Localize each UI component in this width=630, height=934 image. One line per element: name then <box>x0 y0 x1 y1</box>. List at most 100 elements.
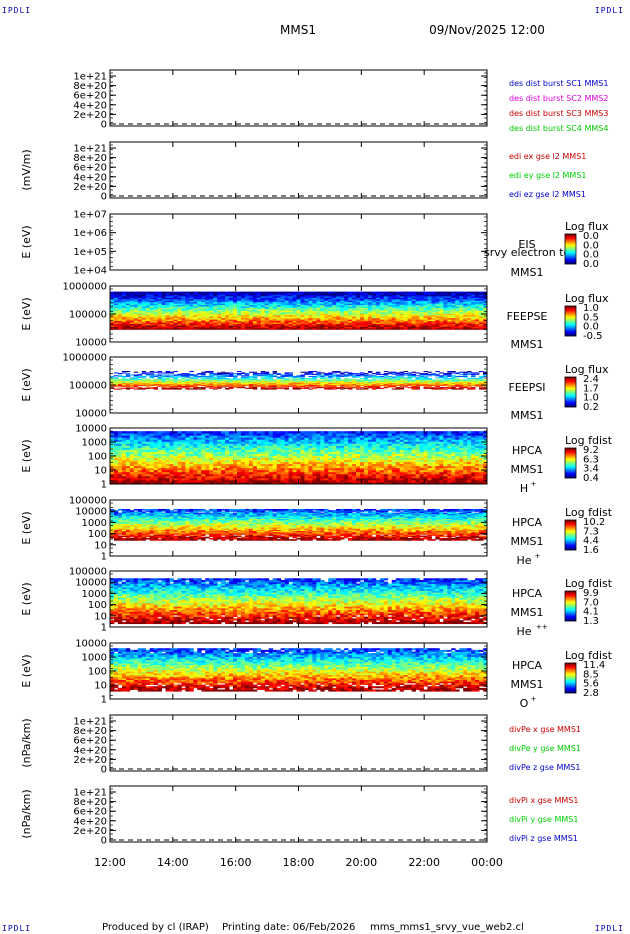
spectrogram-cell <box>113 326 119 329</box>
spectrogram-cell <box>129 374 135 376</box>
spectrogram-cell <box>272 293 278 295</box>
spectrogram-cell <box>165 311 170 314</box>
spectrogram-cell <box>451 311 456 314</box>
spectrogram-cell <box>264 310 270 313</box>
spectrogram-cell <box>304 380 309 382</box>
colorbar-swatch <box>565 393 576 395</box>
spectrogram-cell <box>463 375 468 377</box>
spectrogram-cell <box>300 317 305 320</box>
spectrogram-cell <box>356 294 361 297</box>
spectrogram-cell <box>125 463 131 467</box>
spectrogram-cell <box>221 316 226 319</box>
spectrogram-cell <box>121 431 127 434</box>
spectrogram-cell <box>149 294 155 297</box>
spectrogram-cell <box>157 375 162 377</box>
spectrogram-cell <box>300 378 305 380</box>
spectrogram-cell <box>395 298 401 301</box>
spectrogram-cell <box>403 378 409 380</box>
spectrogram-cell <box>288 303 293 306</box>
spectrogram-cell <box>419 304 424 307</box>
spectrogram-cell <box>213 378 218 380</box>
spectrogram-cell <box>435 303 440 306</box>
spectrogram-cell <box>356 304 361 307</box>
spectrogram-cell <box>439 387 444 389</box>
spectrogram-cell <box>471 380 476 382</box>
spectrogram-cell <box>185 380 190 382</box>
spectrogram-cell <box>248 326 254 329</box>
spectrogram-cell <box>304 319 309 322</box>
spectrogram-cell <box>447 323 452 326</box>
spectrogram-cell <box>157 304 162 307</box>
spectrogram-cell <box>296 386 301 388</box>
spectrogram-cell <box>435 304 440 307</box>
spectrogram-cell <box>407 377 412 379</box>
spectrogram-cell <box>344 382 349 384</box>
spectrogram-cell <box>129 378 135 380</box>
spectrogram-cell <box>129 384 135 386</box>
spectrogram-cell <box>181 383 186 385</box>
spectrogram-cell <box>336 293 341 295</box>
spectrogram-cell <box>260 306 266 308</box>
spectrogram-cell <box>332 387 337 389</box>
spectrogram-cell <box>447 372 452 374</box>
spectrogram-cell <box>483 372 488 374</box>
spectrogram-cell <box>240 304 246 307</box>
spectrogram-cell <box>113 481 119 485</box>
spectrogram-cell <box>328 313 333 316</box>
spectrogram-cell <box>110 322 115 324</box>
spectrogram-cell <box>248 384 254 386</box>
spectrogram-cell <box>403 304 409 307</box>
spectrogram-cell <box>399 371 405 373</box>
colorbar-tick: 0.0 <box>583 259 599 270</box>
spectrogram-cell <box>225 303 230 306</box>
spectrogram-cell <box>209 327 214 330</box>
spectrogram-cell <box>145 384 151 386</box>
spectrogram-cell <box>125 387 131 389</box>
spectrogram-cell <box>375 379 381 381</box>
spectrogram-cell <box>324 310 329 313</box>
spectrogram-cell <box>316 316 321 319</box>
spectrogram-cell <box>415 319 420 322</box>
spectrogram-cell <box>201 325 206 327</box>
spectrogram-cell <box>348 314 353 317</box>
spectrogram-cell <box>320 313 325 316</box>
spectrogram-cell <box>157 309 162 311</box>
spectrogram-cell <box>201 317 206 320</box>
spectrogram-cell <box>324 373 329 375</box>
spectrogram-cell <box>189 383 194 385</box>
spectrogram-cell <box>280 313 286 316</box>
spectrogram-cell <box>316 322 321 324</box>
spectrogram-cell <box>137 325 143 327</box>
spectrogram-cell <box>129 467 135 471</box>
spectrogram-cell <box>153 300 159 303</box>
spectrogram-cell <box>483 325 488 327</box>
spectrogram-cell <box>221 323 226 326</box>
spectrogram-cell <box>161 384 166 386</box>
spectrogram-cell <box>288 297 293 300</box>
spectrogram-cell <box>217 387 222 389</box>
spectrogram-cell <box>205 371 210 373</box>
spectrogram-cell <box>169 380 174 382</box>
colorbar-swatch <box>565 385 576 387</box>
spectrogram-cell <box>268 380 274 382</box>
spectrogram-cell <box>189 319 194 322</box>
spectrogram-cell <box>447 301 452 304</box>
spectrogram-cell <box>169 317 174 320</box>
spectrogram-cell <box>356 309 361 311</box>
spectrogram-cell <box>233 314 238 317</box>
colorbar-swatch <box>565 394 576 396</box>
spectrogram-cell <box>371 325 377 327</box>
spectrogram-cell <box>288 291 293 294</box>
spectrogram-cell <box>169 313 174 316</box>
spectrogram-cell <box>173 297 178 300</box>
spectrogram-cell <box>363 385 369 387</box>
spectrogram-cell <box>213 313 218 316</box>
spectrogram-cell <box>399 300 405 303</box>
spectrogram-cell <box>125 323 131 326</box>
spectrogram-cell <box>292 317 297 320</box>
spectrogram-cell <box>240 385 246 387</box>
spectrogram-cell <box>439 300 444 303</box>
spectrogram-cell <box>201 297 206 300</box>
spectrogram-cell <box>153 326 159 329</box>
spectrogram-cell <box>213 373 218 375</box>
